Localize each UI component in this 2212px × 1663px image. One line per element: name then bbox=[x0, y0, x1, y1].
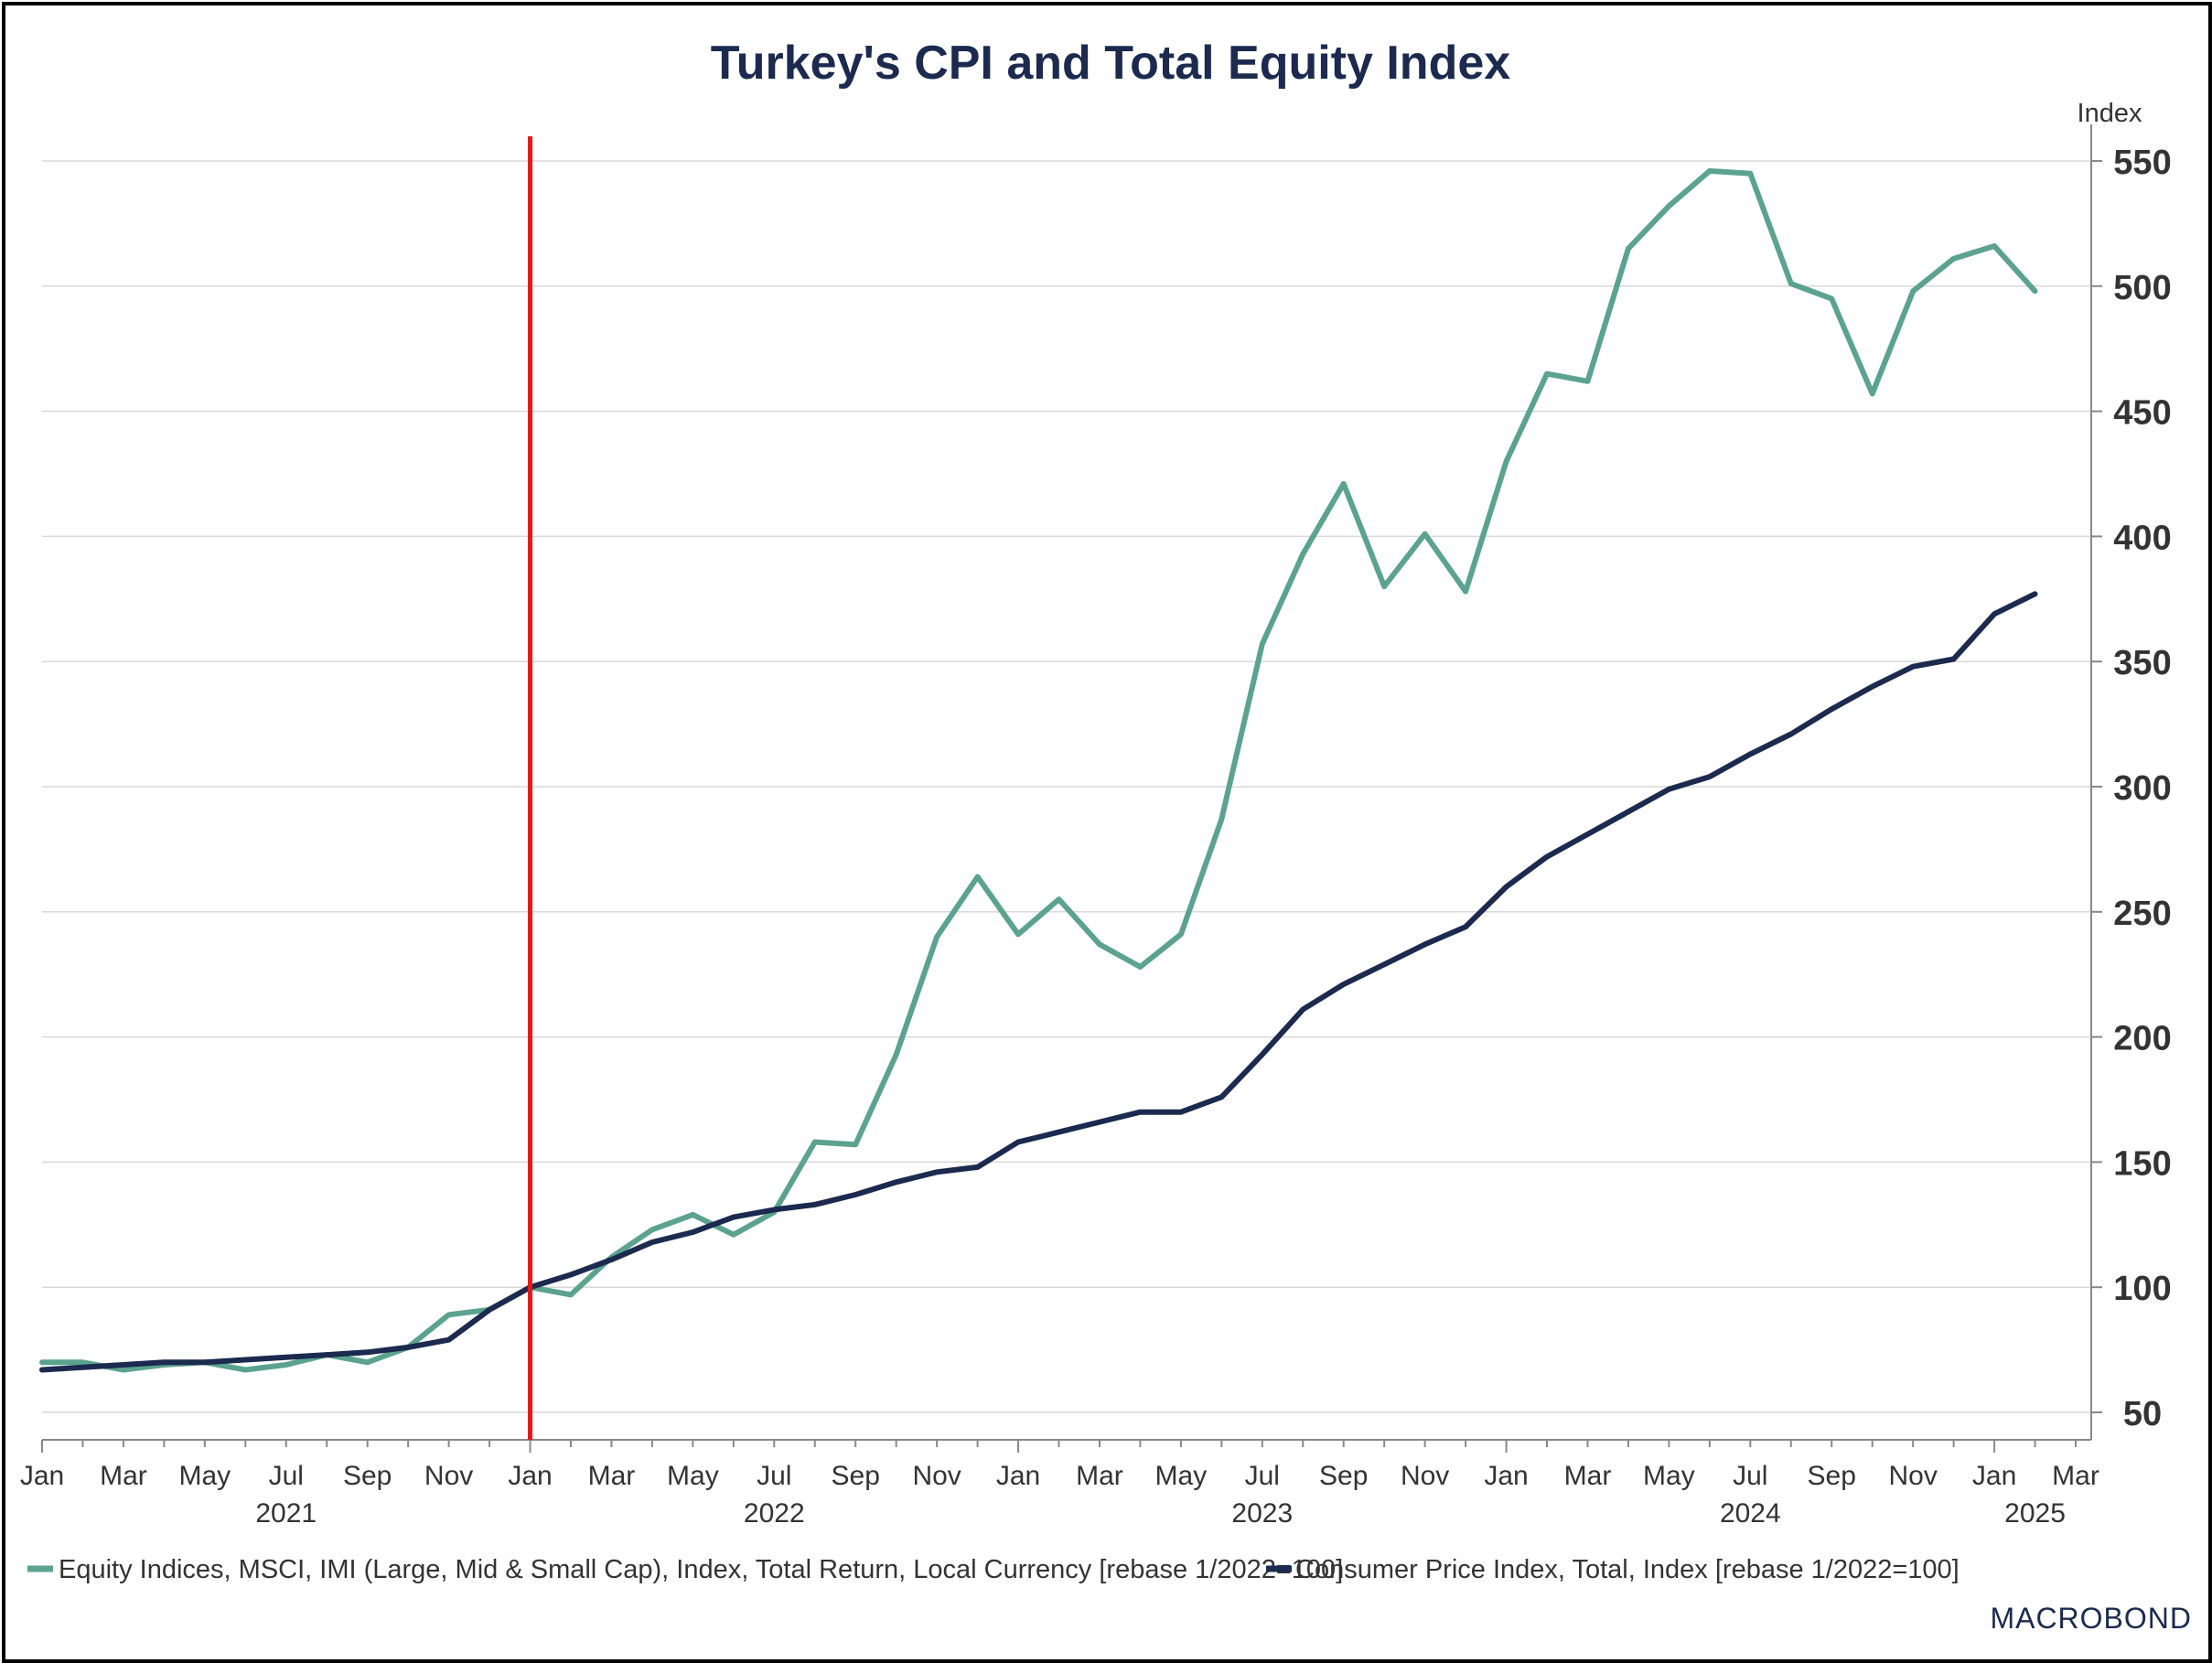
legend-label-cpi: Consumer Price Index, Total, Index [reba… bbox=[1295, 1555, 1960, 1584]
gridlines bbox=[42, 160, 2091, 1413]
x-year-label: 2025 bbox=[2004, 1498, 2066, 1529]
legend: Equity Indices, MSCI, IMI (Large, Mid & … bbox=[27, 1555, 1960, 1584]
x-year-label: 2024 bbox=[1720, 1498, 1781, 1529]
x-tick-label: Jan bbox=[996, 1461, 1040, 1491]
x-year-label: 2021 bbox=[255, 1498, 317, 1529]
axes bbox=[41, 124, 2102, 1453]
tick-labels: 50 100 150 200 250 300 350 400 450 500 550 Jan Mar Ma… bbox=[20, 144, 2172, 1529]
x-tick-label: Jan bbox=[20, 1461, 64, 1491]
x-tick-label: Jul bbox=[757, 1461, 791, 1491]
x-tick-label: Nov bbox=[1888, 1461, 1937, 1491]
y-tick-label: 150 bbox=[2113, 1144, 2171, 1183]
y-tick-label: 100 bbox=[2113, 1270, 2171, 1308]
x-tick-label: Sep bbox=[832, 1461, 880, 1491]
x-tick-label: Mar bbox=[100, 1461, 147, 1491]
legend-label-equity: Equity Indices, MSCI, IMI (Large, Mid & … bbox=[59, 1555, 1343, 1584]
y-tick-label: 300 bbox=[2113, 769, 2171, 808]
y-tick-label: 200 bbox=[2113, 1020, 2171, 1058]
x-tick-label: Jul bbox=[1245, 1461, 1280, 1491]
x-tick-label: Jul bbox=[269, 1461, 304, 1491]
y-tick-label: 450 bbox=[2113, 394, 2171, 433]
x-year-label: 2022 bbox=[744, 1498, 805, 1529]
y-tick-label: 50 bbox=[2123, 1395, 2162, 1433]
x-tick-label: Nov bbox=[1401, 1461, 1449, 1491]
x-tick-label: May bbox=[667, 1461, 719, 1491]
x-tick-label: Sep bbox=[1808, 1461, 1856, 1491]
x-tick-label: Mar bbox=[588, 1461, 636, 1491]
y-tick-label: 350 bbox=[2113, 644, 2171, 682]
x-tick-label: Jul bbox=[1733, 1461, 1767, 1491]
y-tick-label: 250 bbox=[2113, 895, 2171, 933]
x-tick-label: Jan bbox=[508, 1461, 552, 1491]
x-tick-label: May bbox=[1155, 1461, 1208, 1491]
series-line-cpi bbox=[39, 591, 2038, 1373]
x-tick-label: Nov bbox=[912, 1461, 961, 1491]
y-tick-label: 550 bbox=[2113, 144, 2171, 182]
x-tick-label: Sep bbox=[1319, 1461, 1368, 1491]
y-axis-unit-label: Index bbox=[2078, 99, 2142, 128]
x-year-label: 2023 bbox=[1231, 1498, 1293, 1529]
x-tick-label: Sep bbox=[343, 1461, 392, 1491]
x-tick-label: Jan bbox=[1484, 1461, 1528, 1491]
x-tick-label: Nov bbox=[424, 1461, 473, 1491]
x-tick-label: Mar bbox=[1564, 1461, 1612, 1491]
y-tick-label: 500 bbox=[2113, 269, 2171, 307]
chart-title: Turkey's CPI and Total Equity Index bbox=[711, 37, 1510, 90]
chart: Turkey's CPI and Total Equity Index Inde… bbox=[20, 37, 2192, 1635]
x-tick-label: Jan bbox=[1972, 1461, 2016, 1491]
series-line-equity bbox=[39, 167, 2038, 1373]
x-tick-label: May bbox=[178, 1461, 231, 1491]
x-tick-label: Mar bbox=[2052, 1461, 2099, 1491]
x-tick-label: Mar bbox=[1076, 1461, 1123, 1491]
series-lines bbox=[39, 167, 2038, 1373]
x-tick-label: May bbox=[1643, 1461, 1695, 1491]
y-tick-label: 400 bbox=[2113, 519, 2171, 557]
macrobond-logo: MACROBOND bbox=[1990, 1602, 2192, 1635]
